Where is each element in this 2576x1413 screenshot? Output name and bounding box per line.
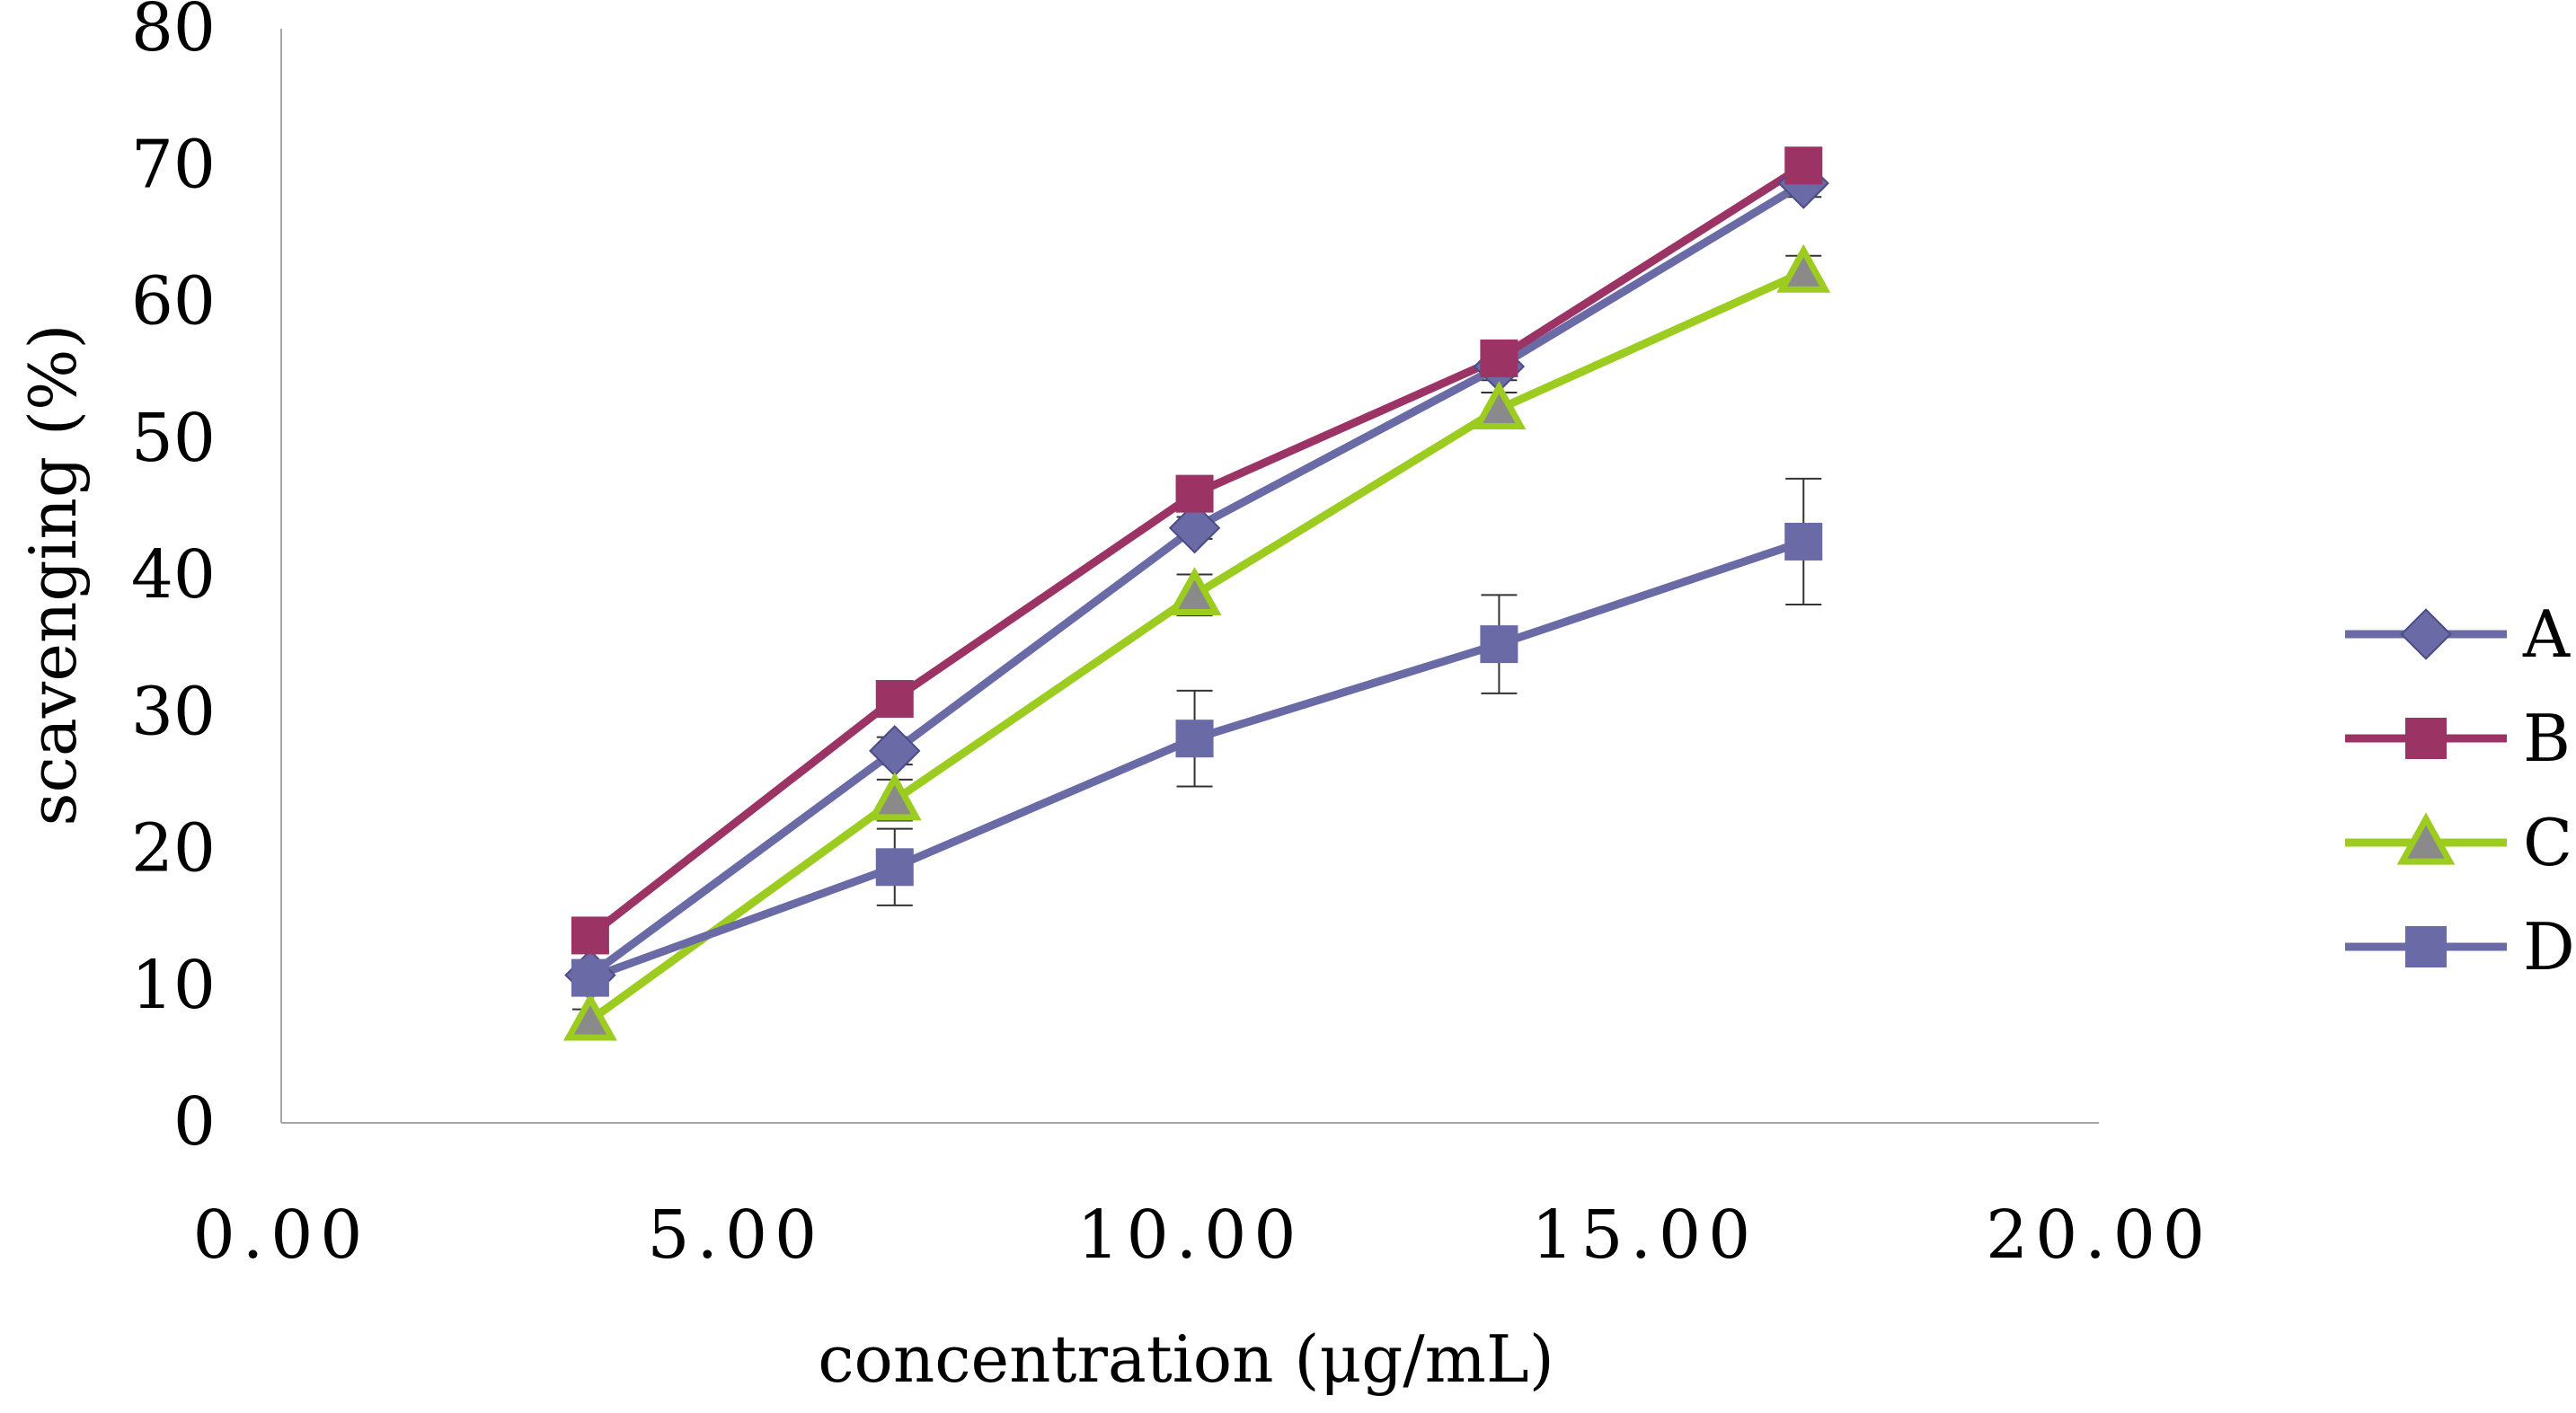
marker-c [867,772,922,821]
marker-b [1175,474,1214,513]
legend-item-c: C [2345,805,2572,880]
y-tick-label: 50 [131,400,216,477]
marker-c [1167,567,1222,616]
marker-c [1776,243,1831,293]
y-tick-label: 80 [131,0,216,66]
legend-marker-d [2405,926,2447,967]
y-tick-label: 10 [131,947,216,1024]
marker-a [1168,502,1221,554]
marker-c [562,992,617,1041]
marker-d [1480,625,1518,664]
legend-marker-b [2405,718,2447,759]
y-axis-title: scavenging (%) [15,324,91,826]
x-tick-label: 20.00 [1986,1197,2212,1274]
x-tick-label: 0.00 [193,1197,370,1274]
legend-marker-c [2396,812,2456,865]
legend-label-d: D [2523,909,2575,985]
y-tick-label: 0 [173,1083,216,1161]
legend-item-a: A [2345,596,2571,672]
legend-marker-a [2400,608,2452,660]
axes: 0 10 20 30 40 50 60 70 80 0.00 5.00 10.00 15.00 20.00 [131,0,2212,1274]
y-tick-label: 20 [131,810,216,888]
marker-d [875,848,914,887]
x-tick-label: 15.00 [1531,1197,1757,1274]
legend-label-b: B [2523,701,2571,776]
legend-label-a: A [2522,596,2571,672]
y-tick-label: 40 [131,536,216,614]
marker-d [1175,720,1214,758]
marker-b [1480,339,1518,377]
x-tick-label: 5.00 [647,1197,824,1274]
marker-b [571,916,609,955]
series-markers [562,146,1831,1041]
marker-b [875,680,914,719]
marker-b [1784,146,1823,185]
marker-c [1472,381,1527,429]
y-tick-label: 30 [131,673,216,750]
legend-item-d: D [2345,909,2575,985]
marker-d [1784,522,1823,561]
y-tick-label: 60 [131,263,216,340]
x-tick-label: 10.00 [1077,1197,1304,1274]
legend-item-b: B [2345,701,2571,776]
legend-label-c: C [2523,805,2572,880]
marker-d [571,958,609,997]
y-tick-label: 70 [131,126,216,203]
x-axis-title: concentration (μg/mL) [818,1321,1554,1397]
